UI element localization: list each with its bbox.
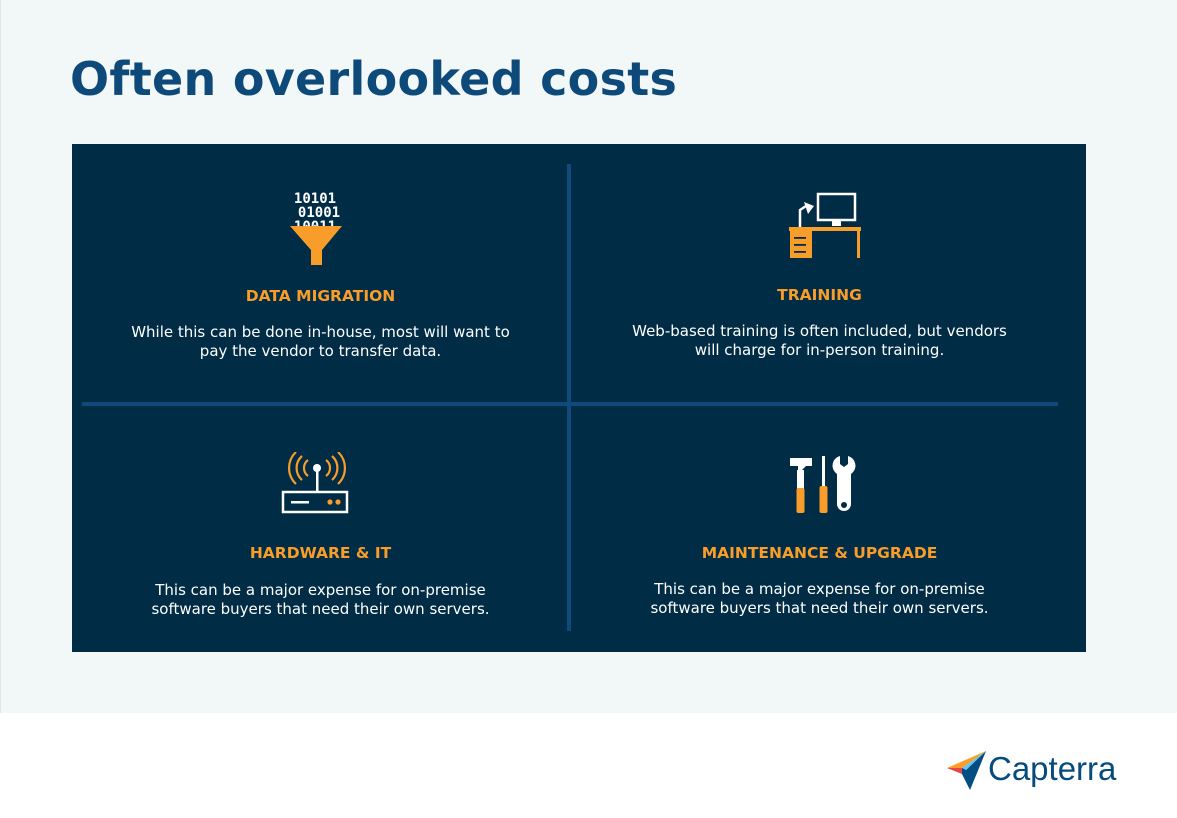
costs-panel: 10101 01001 10011 DATA MIGRATION While t… [72,144,1086,652]
card-description: Web-based training is often included, bu… [632,322,1007,359]
page-title: Often overlooked costs [70,52,678,106]
card-data-migration: 10101 01001 10011 DATA MIGRATION While t… [72,144,569,402]
binary-line-2: 01001 [298,205,340,221]
card-training: TRAINING Web-based training is often inc… [571,144,1068,402]
card-title: DATA MIGRATION [245,287,396,305]
card-maintenance-upgrade: MAINTENANCE & UPGRADE This can be a majo… [571,406,1068,652]
card-title: MAINTENANCE & UPGRADE [701,544,938,562]
binary-line-1: 10101 [294,191,336,207]
horizontal-divider [82,402,1058,406]
router-icon [281,452,349,514]
capterra-arrow-icon [947,751,986,790]
capterra-logo[interactable]: Capterra [946,748,1136,792]
card-title: TRAINING [777,286,862,304]
tools-icon [790,456,856,513]
card-description: While this can be done in-house, most wi… [131,323,510,360]
card-hardware-it: HARDWARE & IT This can be a major expens… [72,406,569,652]
card-title: HARDWARE & IT [249,544,392,562]
vertical-divider [567,164,571,631]
desk-computer-icon [789,192,861,258]
logo-text: Capterra [988,750,1117,787]
card-description: This can be a major expense for on-premi… [151,581,490,618]
card-description: This can be a major expense for on-premi… [650,580,989,617]
data-funnel-icon: 10101 01001 10011 [287,191,347,266]
